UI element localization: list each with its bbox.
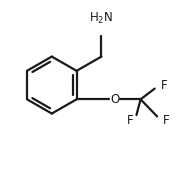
Text: F: F xyxy=(161,79,168,92)
Text: H$_2$N: H$_2$N xyxy=(89,11,113,26)
Text: F: F xyxy=(127,114,133,127)
Text: O: O xyxy=(110,93,119,106)
Text: F: F xyxy=(163,114,169,127)
